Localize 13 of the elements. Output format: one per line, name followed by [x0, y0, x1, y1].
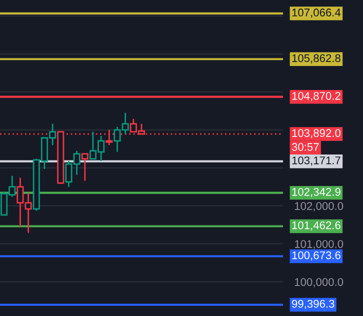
ref-line-label: 105,862.8: [292, 54, 340, 64]
y-tick-label: 101,000.0: [294, 240, 344, 250]
ref-line-label: 102,342.9: [292, 188, 340, 198]
ref-line-label: 103,171.7: [292, 156, 340, 166]
y-tick-label: 102,000.0: [294, 202, 344, 212]
ref-line-label: 104,870.2: [292, 92, 340, 102]
text: 30:57: [292, 143, 319, 151]
ref-line-label: 107,066.4: [292, 8, 341, 18]
ref-line-label: 99,396.3: [292, 300, 334, 310]
ref-line-label: 100,673.6: [292, 251, 340, 261]
ref-line-label: 101,462.6: [292, 221, 340, 231]
y-tick-label: 100,000.0: [294, 278, 344, 288]
ref-line-label: 103,892.0: [292, 129, 340, 138]
